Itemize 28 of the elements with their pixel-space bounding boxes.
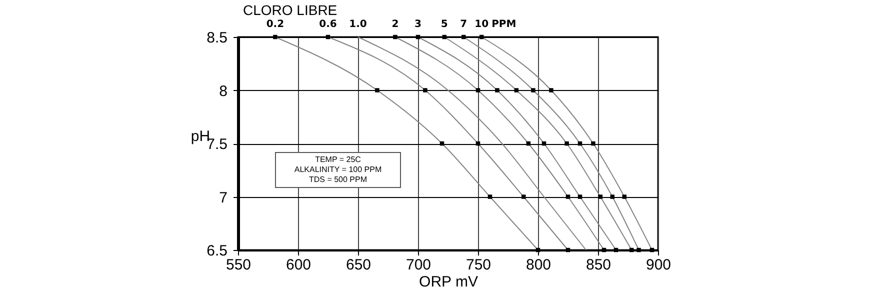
annotation: TDS = 500 PPM <box>308 175 368 185</box>
note-box: TEMP = 25C ALKALINITY = 100 PPM TDS = 500 PPM <box>275 152 401 188</box>
x-tick-label: 750 <box>466 256 492 274</box>
x-tick-label: 700 <box>406 256 432 274</box>
chart-title: CLORO LIBRE <box>243 2 338 18</box>
series-label: 0.6 <box>319 19 337 30</box>
x-tick-label: 550 <box>226 256 252 274</box>
x-tick-label: 850 <box>586 256 612 274</box>
series-label: 0.2 <box>266 19 284 30</box>
annotation: TEMP = 25C <box>314 155 362 165</box>
x-tick-label: 600 <box>286 256 312 274</box>
text: PPM <box>492 19 516 30</box>
series-label: 7 <box>460 19 468 30</box>
x-tick-label: 900 <box>646 256 672 274</box>
y-tick-label: 7 <box>219 189 228 206</box>
x-tick-label: 800 <box>526 256 552 274</box>
series-label: 10 <box>474 19 489 30</box>
x-tick-label: 650 <box>346 256 372 274</box>
y-tick-label: 6.5 <box>206 242 228 260</box>
y-tick-label: 8 <box>219 82 228 100</box>
y-tick-label: 8.5 <box>206 30 228 46</box>
y-axis-title: pH <box>190 128 210 145</box>
series-label: 5 <box>440 19 448 30</box>
series-label: 3 <box>414 19 422 30</box>
series-label: 2 <box>392 19 399 30</box>
x-axis-title: ORP mV <box>419 274 478 290</box>
annotation: ALKALINITY = 100 PPM <box>293 165 383 175</box>
series-label: 1.0 <box>349 19 367 30</box>
